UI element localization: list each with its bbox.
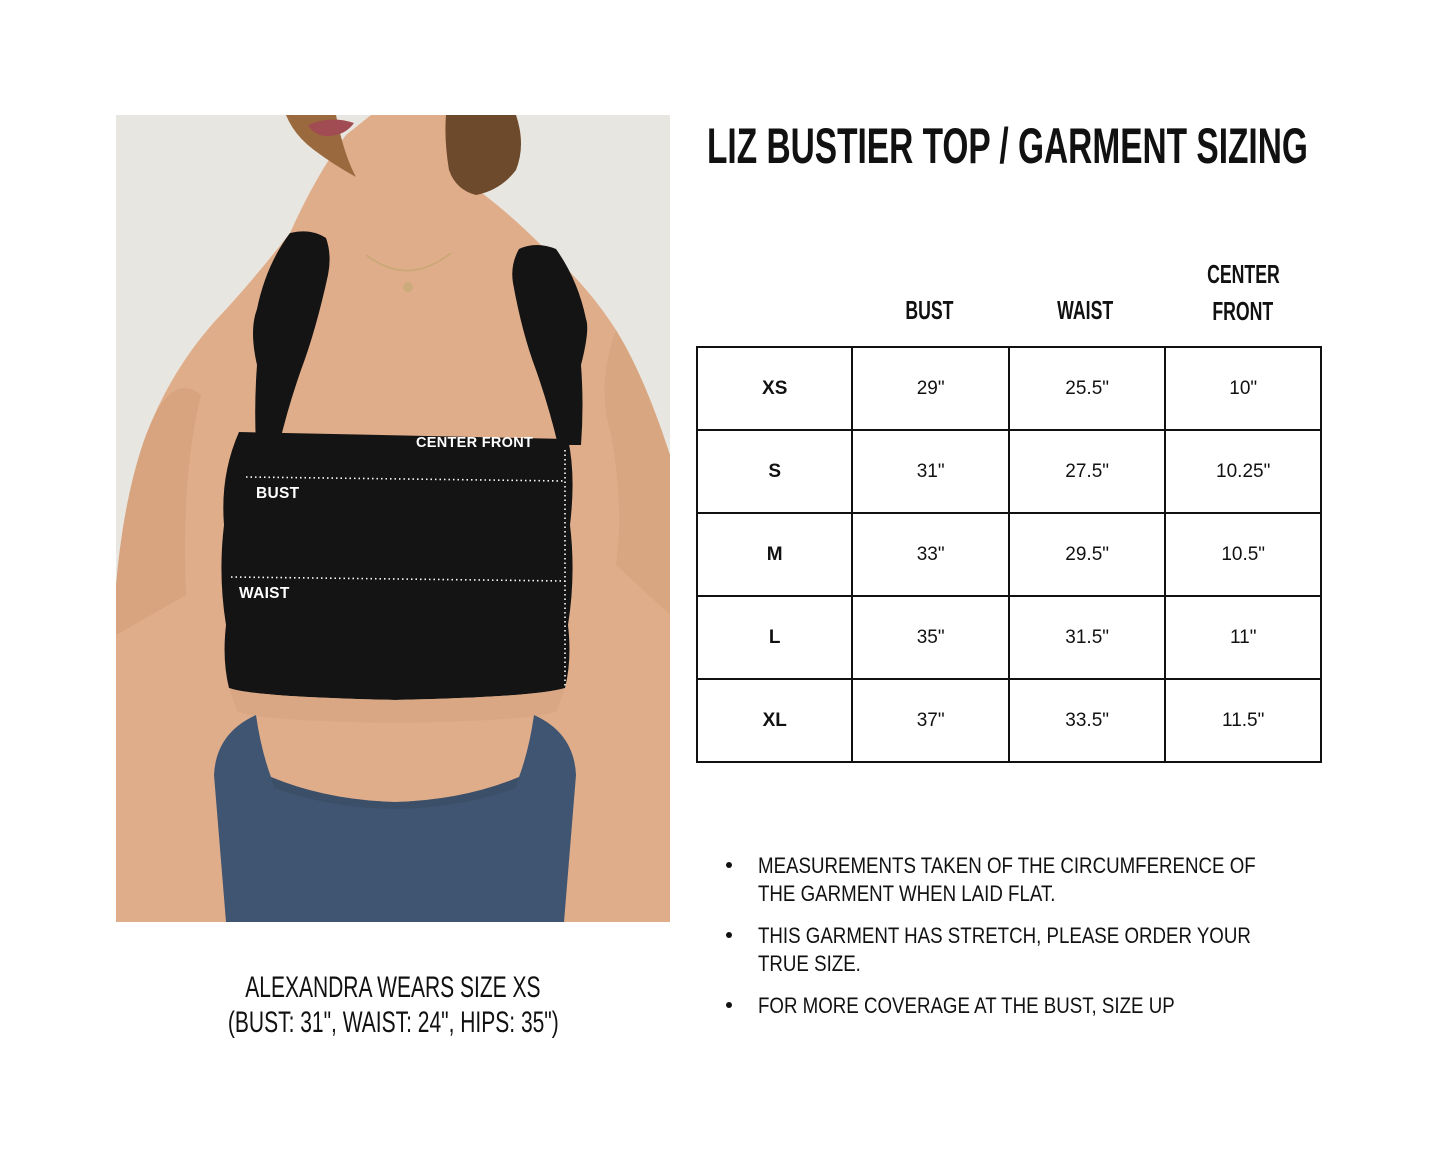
svg-text:WAIST: WAIST (239, 585, 290, 602)
svg-text:CENTER FRONT: CENTER FRONT (416, 435, 533, 451)
svg-text:BUST: BUST (256, 485, 300, 502)
